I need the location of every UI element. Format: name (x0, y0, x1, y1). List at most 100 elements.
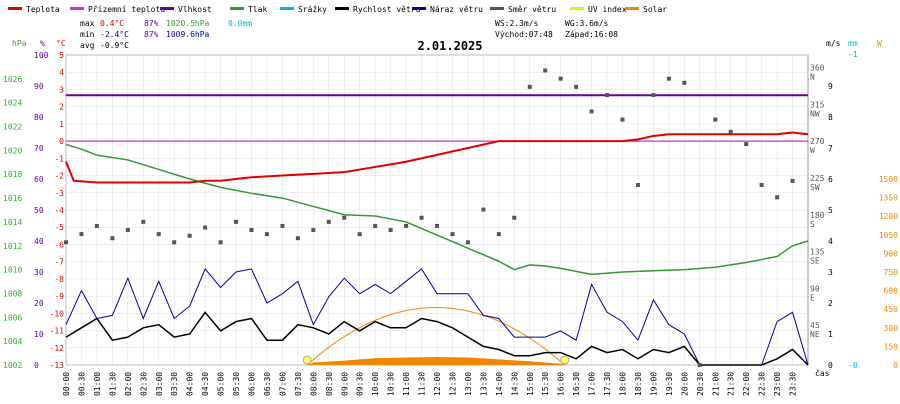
tick-pressure: 1008 (3, 289, 22, 298)
wind-dir-point (635, 183, 640, 188)
legend-label: UV index (588, 5, 627, 14)
tick-temperature: -1 (54, 154, 64, 163)
legend-label: Tlak (248, 5, 267, 14)
wind-dir-point (620, 117, 625, 122)
tick-time: 12:00 (433, 372, 442, 396)
tick-time: 00:00 (62, 372, 71, 396)
tick-temperature: -13 (50, 361, 65, 370)
tick-time: 15:30 (541, 372, 550, 396)
axis-unit-ms: m/s (826, 39, 841, 48)
tick-pressure: 1010 (3, 266, 22, 275)
legend: Teplota Přízemní teplota Vlhkost Tlak Srážky… (8, 5, 667, 14)
tick-solar: 1200 (879, 212, 898, 221)
tick-time: 13:00 (464, 372, 473, 396)
legend-swatch (70, 7, 84, 10)
tick-time: 04:30 (201, 372, 210, 396)
tick-wind: 9 (828, 82, 833, 91)
stats-max-hum: 87% (144, 19, 159, 28)
grid (65, 54, 809, 366)
stats-avg-label: avg (80, 41, 95, 50)
axis-unit-mm: mm (848, 39, 858, 48)
tick-temperature: 3 (59, 85, 64, 94)
sunset-time: Západ:16:08 (565, 30, 618, 39)
tick-pressure: 1018 (3, 170, 22, 179)
tick-time: 23:00 (773, 372, 782, 396)
tick-time: 17:00 (588, 372, 597, 396)
wind-dir-point (744, 142, 749, 147)
tick-pressure: 1024 (3, 99, 22, 108)
tick-temperature: 2 (59, 103, 64, 112)
wind-dir-point (713, 117, 718, 122)
tick-temperature: 5 (59, 51, 64, 60)
tick-solar: 900 (884, 249, 899, 258)
wind-dir-point (79, 232, 84, 237)
tick-time: 05:30 (232, 372, 241, 396)
chart-title: 2.01.2025 (417, 39, 482, 53)
axis-unit-cas: čas (815, 368, 830, 378)
tick-time: 08:30 (325, 372, 334, 396)
tick-time: 06:30 (263, 372, 272, 396)
wind-dir-point (651, 93, 656, 98)
tick-rain: -0 (848, 361, 858, 370)
tick-temperature: -2 (54, 172, 64, 181)
wind-dir-point (666, 76, 671, 81)
tick-temperature: -5 (54, 223, 64, 232)
legend-label: Srážky (298, 5, 327, 14)
tick-time: 07:00 (278, 372, 287, 396)
stats-min-press: 1009.6hPa (166, 30, 210, 39)
tick-temperature: -12 (50, 344, 65, 353)
tick-time: 03:00 (155, 372, 164, 396)
wind-dir-point (110, 236, 115, 241)
tick-wind: 2 (828, 299, 833, 308)
tick-time: 06:00 (248, 372, 257, 396)
wind-dir-point (218, 240, 223, 245)
wind-dir-point (759, 183, 764, 188)
tick-wind: 5 (828, 206, 833, 215)
axis-unit-degc: °C (56, 39, 66, 48)
stats-max-rain: 0.0mm (228, 19, 252, 28)
legend-swatch (625, 7, 639, 10)
stats-max-label: max (80, 19, 95, 28)
tick-time: 16:30 (572, 372, 581, 396)
tick-pressure: 1026 (3, 75, 22, 84)
axis-unit-hpa: hPa (12, 39, 27, 48)
wind-gust-avg: WG:3.6m/s (565, 19, 609, 28)
series-solar-area (307, 356, 565, 365)
tick-pressure: 1020 (3, 146, 22, 155)
tick-wind-dir: SW (810, 183, 820, 192)
tick-time: 20:30 (696, 372, 705, 396)
wind-dir-point (203, 225, 208, 230)
tick-pressure: 1002 (3, 361, 22, 370)
tick-time: 08:00 (309, 372, 318, 396)
legend-label: Vlhkost (178, 5, 212, 14)
tick-humidity: 50 (34, 206, 44, 215)
wind-dir-point (357, 232, 362, 237)
tick-wind-dir: 135 (810, 248, 825, 257)
wind-dir-point (574, 84, 579, 89)
wind-dir-point (450, 232, 455, 237)
tick-wind: 6 (828, 175, 833, 184)
tick-time: 13:30 (479, 372, 488, 396)
wind-dir-point (342, 215, 347, 220)
tick-wind-dir: N (810, 73, 815, 82)
tick-time: 01:00 (93, 372, 102, 396)
stats-block: max 0.4°C 87% 1020.5hPa 0.0mm min -2.4°C… (80, 19, 252, 50)
wind-dir-point (589, 109, 594, 114)
wind-dir-point (388, 228, 393, 233)
tick-wind-dir: E (810, 293, 815, 302)
tick-humidity: 20 (34, 299, 44, 308)
axis-unit-pct: % (40, 39, 45, 48)
sunrise-time: Východ:07:48 (495, 30, 553, 39)
wind-dir-point (481, 207, 486, 212)
tick-wind-dir: W (810, 146, 815, 155)
tick-time: 16:00 (557, 372, 566, 396)
tick-time: 11:00 (402, 372, 411, 396)
tick-time: 10:30 (387, 372, 396, 396)
wind-dir-point (543, 68, 548, 73)
wind-dir-point (527, 84, 532, 89)
tick-pressure: 1022 (3, 123, 22, 132)
stats-max-press: 1020.5hPa (166, 19, 210, 28)
legend-swatch (570, 7, 584, 10)
tick-pressure: 1004 (3, 337, 22, 346)
